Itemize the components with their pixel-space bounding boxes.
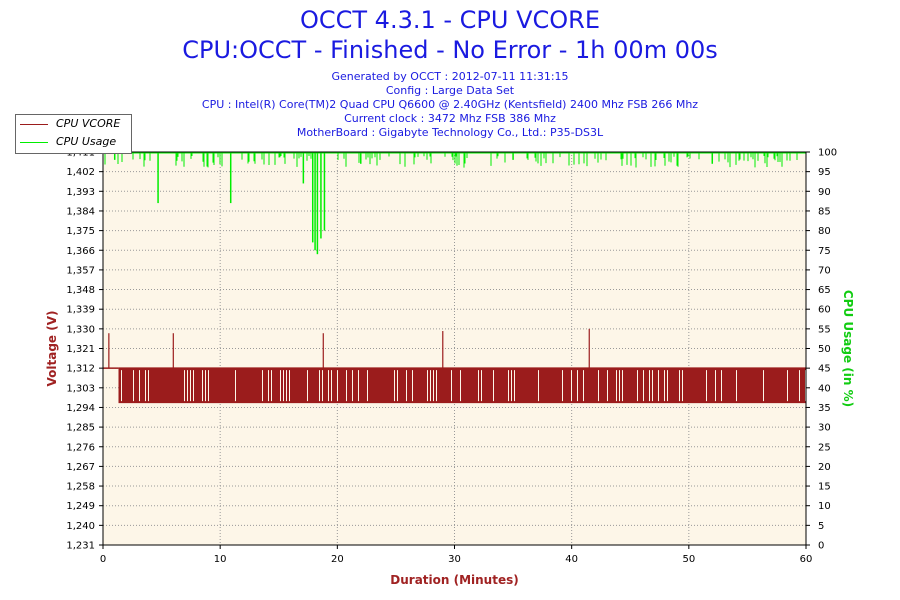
y-tick-label: 1,240 (66, 521, 95, 532)
x-tick-label: 40 (565, 554, 578, 565)
y-tick-label: 1,276 (66, 442, 95, 453)
y-tick-label: 1,285 (66, 423, 95, 434)
y-tick-label: 1,258 (66, 482, 95, 493)
y2-tick-label: 25 (818, 442, 831, 453)
y2-tick-label: 90 (818, 187, 831, 198)
y-tick-label: 1,312 (66, 364, 95, 375)
chart-legend: CPU VCORE CPU Usage (15, 114, 132, 154)
y2-tick-label: 95 (818, 167, 831, 178)
y-tick-label: 1,330 (66, 324, 95, 335)
motherboard-info: MotherBoard : Gigabyte Technology Co., L… (296, 126, 604, 139)
y2-tick-label: 100 (818, 148, 837, 159)
clock-info: Current clock : 3472 Mhz FSB 386 Mhz (344, 112, 556, 125)
y2-tick-label: 70 (818, 265, 831, 276)
y2-tick-label: 15 (818, 482, 831, 493)
legend-entry-usage: CPU Usage (16, 134, 131, 150)
y2-tick-label: 35 (818, 403, 831, 414)
config-info: Config : Large Data Set (385, 84, 515, 97)
x-tick-label: 50 (682, 554, 695, 565)
y2-tick-label: 80 (818, 226, 831, 237)
legend-entry-vcore: CPU VCORE (16, 116, 131, 132)
y-axis-title: Voltage (V) (45, 311, 59, 387)
y-tick-label: 1,357 (66, 265, 95, 276)
y2-tick-label: 50 (818, 344, 831, 355)
y2-tick-label: 75 (818, 246, 831, 257)
x-axis-title: Duration (Minutes) (390, 573, 518, 587)
y2-tick-label: 60 (818, 305, 831, 316)
x-tick-label: 20 (331, 554, 344, 565)
y2-tick-label: 5 (818, 521, 824, 532)
legend-swatch-usage (20, 142, 48, 143)
y-tick-label: 1,375 (66, 226, 95, 237)
legend-swatch-vcore (20, 124, 48, 125)
y-tick-label: 1,303 (66, 383, 95, 394)
series-cpu-vcore (103, 328, 807, 404)
y2-tick-label: 10 (818, 501, 831, 512)
y-tick-label: 1,348 (66, 285, 95, 296)
generated-info: Generated by OCCT : 2012-07-11 11:31:15 (331, 70, 569, 83)
y-tick-label: 1,384 (66, 206, 95, 217)
y-tick-label: 1,321 (66, 344, 95, 355)
plot-border (102, 151, 807, 546)
y2-tick-label: 0 (818, 541, 824, 552)
legend-label-vcore: CPU VCORE (56, 117, 121, 130)
y-tick-label: 1,249 (66, 501, 95, 512)
legend-label-usage: CPU Usage (56, 135, 117, 148)
y2-tick-label: 20 (818, 462, 831, 473)
y2-tick-label: 65 (818, 285, 831, 296)
y2-tick-label: 85 (818, 206, 831, 217)
y-tick-label: 1,402 (66, 167, 95, 178)
x-tick-label: 0 (100, 554, 106, 565)
y-tick-label: 1,231 (66, 541, 95, 552)
y-tick-label: 1,339 (66, 305, 95, 316)
y2-axis-title: CPU Usage (in %) (841, 290, 855, 407)
y2-tick-label: 30 (818, 423, 831, 434)
x-tick-label: 60 (800, 554, 813, 565)
x-tick-label: 10 (214, 554, 227, 565)
chart-subtitle: CPU:OCCT - Finished - No Error - 1h 00m … (182, 36, 718, 64)
y-tick-label: 1,366 (66, 246, 95, 257)
y-tick-label: 1,393 (66, 187, 95, 198)
y2-tick-label: 40 (818, 383, 831, 394)
y-tick-label: 1,294 (66, 403, 95, 414)
y2-tick-label: 45 (818, 364, 831, 375)
chart-title: OCCT 4.3.1 - CPU VCORE (299, 6, 600, 34)
x-tick-label: 30 (448, 554, 461, 565)
y-tick-label: 1,267 (66, 462, 95, 473)
y2-tick-label: 55 (818, 324, 831, 335)
cpu-info: CPU : Intel(R) Core(TM)2 Quad CPU Q6600 … (201, 98, 699, 111)
